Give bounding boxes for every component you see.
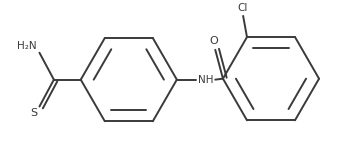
Text: NH: NH [198, 75, 213, 85]
Text: Cl: Cl [237, 3, 247, 13]
Text: H₂N: H₂N [17, 41, 37, 51]
Text: O: O [209, 36, 218, 46]
Text: S: S [30, 108, 37, 118]
